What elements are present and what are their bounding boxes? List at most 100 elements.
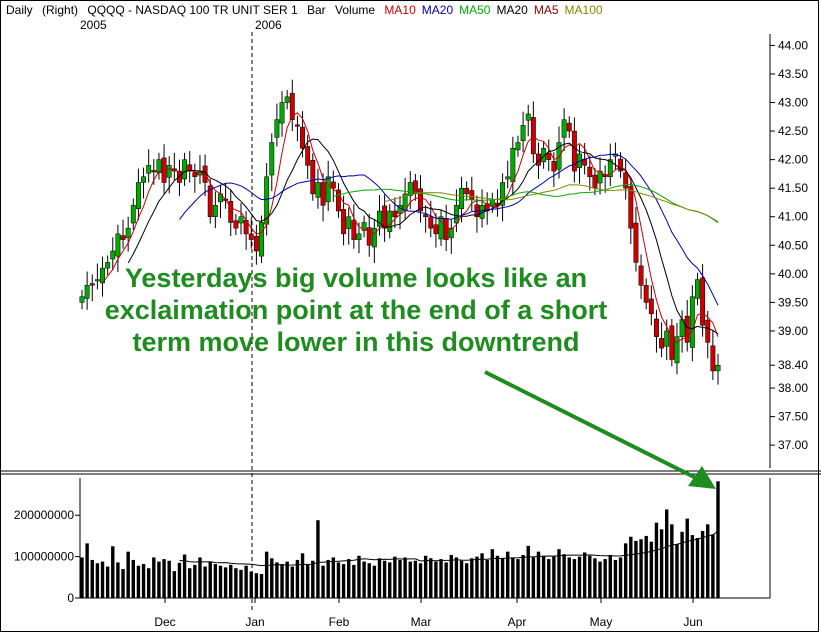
- volume-bar-73: [454, 557, 459, 598]
- candle-body-112: [654, 318, 659, 337]
- volume-bar-97: [577, 556, 582, 598]
- volume-bar-84: [511, 557, 515, 598]
- candle-body-3: [94, 279, 100, 282]
- volume-bar-91: [547, 559, 551, 598]
- volume-bar-62: [398, 559, 402, 598]
- price-tick-label-3: 42.50: [778, 124, 808, 138]
- candle-body-113: [659, 338, 665, 349]
- volume-bar-115: [670, 524, 674, 598]
- candle-body-82: [500, 182, 506, 206]
- candle-body-108: [633, 222, 639, 263]
- volume-bar-67: [423, 555, 428, 598]
- candle-body-93: [556, 142, 562, 170]
- volume-bar-117: [680, 531, 684, 598]
- candle-body-91: [546, 153, 552, 160]
- volume-bar-33: [249, 571, 253, 598]
- candle-body-85: [515, 142, 521, 151]
- candle-body-1: [84, 285, 90, 299]
- volume-bar-64: [408, 561, 412, 598]
- candle-body-99: [587, 166, 593, 178]
- period-label: Daily: [6, 3, 33, 17]
- year-label-left: 2005: [80, 18, 107, 32]
- volume-bar-57: [372, 565, 377, 598]
- candle-body-14: [151, 170, 157, 173]
- volume-bar-83: [506, 551, 510, 598]
- candle-body-33: [248, 233, 254, 240]
- volume-bar-8: [121, 569, 125, 598]
- price-tick-label-6: 41.00: [778, 210, 808, 224]
- candle-body-116: [674, 336, 680, 364]
- candle-body-44: [305, 146, 311, 166]
- volume-bar-119: [690, 535, 695, 598]
- candle-body-92: [551, 161, 557, 172]
- candle-body-45: [310, 159, 316, 195]
- candle-body-115: [669, 325, 675, 360]
- volume-bar-79: [485, 559, 489, 598]
- candle-body-94: [561, 119, 567, 138]
- candle-body-37: [269, 142, 275, 176]
- volume-bar-104: [613, 559, 618, 598]
- candle-body-66: [418, 188, 423, 212]
- volume-bar-51: [341, 564, 346, 598]
- year-labels: 2005 2006: [0, 18, 821, 32]
- price-tick-label-10: 39.00: [778, 324, 808, 338]
- annotation-arrow-head: [688, 466, 716, 489]
- volume-bar-109: [639, 539, 643, 598]
- volume-tick-label-2: 0: [67, 591, 74, 605]
- price-tick-label-13: 37.50: [778, 410, 808, 424]
- volume-bar-1: [85, 543, 89, 598]
- candle-body-46: [315, 182, 321, 198]
- volume-bar-42: [295, 559, 300, 598]
- volume-bar-87: [526, 545, 530, 598]
- volume-bar-31: [239, 569, 243, 598]
- candle-body-69: [433, 224, 439, 235]
- price-tick-label-9: 39.50: [778, 295, 808, 309]
- volume-bar-34: [254, 573, 259, 598]
- legend-item-ma20-3: MA20: [496, 3, 528, 17]
- volume-bar-39: [280, 564, 284, 598]
- volume-bar-124: [716, 481, 720, 598]
- year-label-right: 2006: [255, 18, 282, 32]
- candle-body-31: [238, 216, 244, 224]
- price-tick-label-12: 38.00: [778, 381, 808, 395]
- volume-bar-70: [439, 559, 443, 598]
- candle-body-73: [453, 205, 459, 224]
- candle-body-50: [336, 189, 341, 212]
- candle-body-15: [156, 159, 162, 174]
- volume-bar-80: [490, 549, 495, 598]
- volume-bars: [80, 481, 720, 598]
- candle-body-21: [187, 164, 193, 172]
- volume-bar-82: [500, 558, 505, 598]
- candle-body-84: [510, 147, 516, 183]
- volume-bar-19: [177, 562, 182, 598]
- volume-bar-120: [695, 538, 700, 598]
- volume-bar-18: [172, 571, 177, 598]
- volume-bar-49: [331, 557, 336, 598]
- volume-bar-43: [300, 553, 305, 598]
- volume-bar-28: [223, 567, 228, 598]
- volume-bar-27: [218, 565, 223, 598]
- volume-bar-99: [588, 555, 592, 598]
- volume-bar-96: [572, 559, 577, 598]
- volume-bar-116: [675, 544, 679, 598]
- volume-bar-95: [567, 557, 571, 598]
- volume-bar-0: [80, 557, 84, 598]
- volume-bar-101: [598, 561, 602, 598]
- volume-bar-52: [347, 559, 351, 598]
- volume-bar-16: [162, 559, 166, 598]
- volume-bar-14: [152, 557, 156, 598]
- volume-bar-13: [146, 568, 151, 598]
- volume-bar-2: [90, 559, 94, 598]
- candle-body-49: [330, 181, 336, 189]
- volume-bar-63: [403, 557, 407, 598]
- candle-body-42: [294, 124, 300, 127]
- volume-bar-89: [536, 551, 541, 598]
- volume-bar-44: [305, 564, 310, 598]
- legend-item-ma100-5: MA100: [564, 3, 603, 17]
- volume-bar-65: [413, 560, 418, 598]
- candle-body-5: [105, 262, 111, 269]
- volume-bar-94: [562, 554, 566, 598]
- candle-body-61: [392, 210, 398, 217]
- candle-body-2: [89, 283, 95, 286]
- candle-body-103: [607, 159, 613, 178]
